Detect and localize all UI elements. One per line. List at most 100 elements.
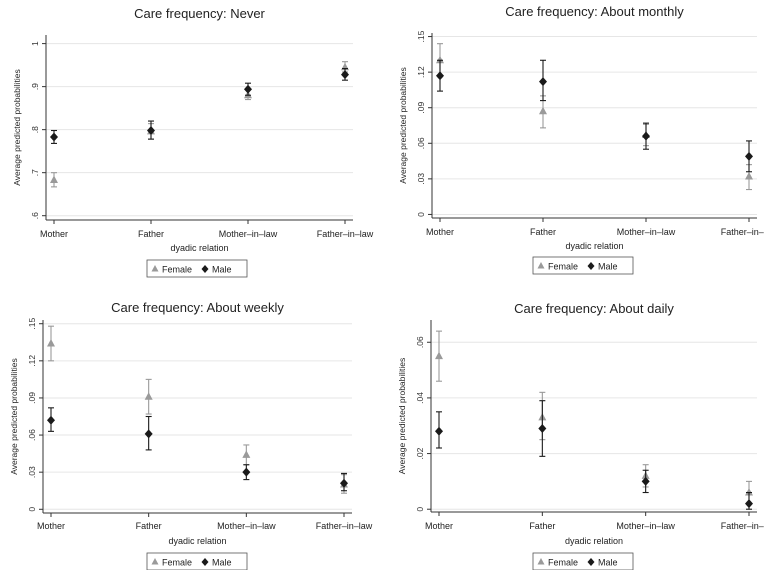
legend: Female Male <box>146 552 248 570</box>
chart-panel: Care frequency: Never .6 .7 .8 .9 1 Mother Fath… <box>12 6 374 278</box>
legend: Female Male <box>532 552 634 570</box>
x-tick-label: Mother–in–law <box>617 227 676 237</box>
female-point <box>144 392 153 400</box>
y-tick-label: .15 <box>416 30 426 42</box>
female-point <box>50 175 58 183</box>
legend-label: Male <box>598 262 618 272</box>
legend-triangle-icon <box>537 558 545 565</box>
y-tick-label: .06 <box>416 137 426 149</box>
legend-triangle-icon <box>151 558 159 565</box>
legend: Female Male <box>532 256 634 275</box>
x-axis-label: dyadic relation <box>170 243 228 253</box>
x-tick-label: Father–in–law <box>316 521 373 531</box>
x-tick-label: Father–in–law <box>317 229 374 239</box>
legend: Female Male <box>146 259 248 278</box>
female-point <box>47 339 55 347</box>
female-point <box>242 450 251 458</box>
y-tick-label: .6 <box>30 212 40 219</box>
x-tick-label: Mother–in–law <box>219 229 278 239</box>
chart-panel: Care frequency: About weekly 0 .03 .06 .09 .1… <box>9 300 373 570</box>
y-tick-label: .8 <box>30 126 40 133</box>
male-point <box>242 467 251 477</box>
x-tick-label: Mother–in–law <box>616 521 675 531</box>
legend-label: Female <box>548 558 578 568</box>
x-axis-label: dyadic relation <box>565 241 623 251</box>
legend-label: Female <box>162 558 192 568</box>
legend-box <box>146 259 248 278</box>
y-tick-label: .06 <box>27 429 37 441</box>
y-tick-label: .02 <box>415 447 425 459</box>
y-axis-label: Average predicted probabilities <box>12 69 22 186</box>
legend-diamond-icon <box>587 262 595 270</box>
legend-triangle-icon <box>151 265 159 272</box>
legend-triangle-icon <box>537 262 545 269</box>
y-tick-label: .03 <box>27 466 37 478</box>
y-tick-label: .12 <box>27 355 37 367</box>
x-axis-label: dyadic relation <box>565 536 623 546</box>
female-point <box>436 55 444 64</box>
x-tick-label: Father <box>530 227 556 237</box>
legend-box <box>146 552 248 570</box>
chart-panel: Care frequency: About daily 0 .02 .04 .06 Mot… <box>397 301 764 570</box>
male-point <box>641 476 650 486</box>
y-tick-label: .7 <box>30 169 40 176</box>
male-point <box>341 70 349 80</box>
female-point <box>745 171 753 180</box>
legend-diamond-icon <box>201 265 209 273</box>
legend-label: Male <box>598 558 618 568</box>
chart-title: Care frequency: About monthly <box>505 4 684 19</box>
y-tick-label: .04 <box>415 392 425 404</box>
y-tick-label: .12 <box>416 66 426 78</box>
y-tick-label: .03 <box>416 173 426 185</box>
legend-label: Female <box>548 262 578 272</box>
male-point <box>435 426 443 436</box>
legend-label: Male <box>212 558 232 568</box>
y-tick-label: 0 <box>415 507 425 512</box>
x-tick-label: Mother <box>425 521 453 531</box>
legend-label: Female <box>162 265 192 275</box>
y-tick-label: 0 <box>27 507 37 512</box>
legend-label: Male <box>212 265 232 275</box>
chart-title: Care frequency: About weekly <box>111 300 284 315</box>
x-tick-label: Father <box>138 229 164 239</box>
male-point <box>745 151 753 161</box>
male-point <box>745 499 753 509</box>
y-axis-label: Average predicted probabilities <box>397 358 407 475</box>
x-tick-label: Mother–in–law <box>217 521 276 531</box>
x-tick-label: Father <box>529 521 555 531</box>
x-tick-label: Mother <box>37 521 65 531</box>
y-tick-label: 0 <box>416 212 426 217</box>
chart-panel: Care frequency: About monthly 0 .03 .06 .09.… <box>398 4 764 275</box>
male-point <box>538 424 547 434</box>
y-axis-label: Average predicted probabilities <box>398 67 408 184</box>
y-tick-label: .9 <box>30 83 40 90</box>
x-tick-label: Father–in–law <box>721 521 764 531</box>
y-tick-label: .06 <box>415 336 425 348</box>
legend-box <box>532 256 634 275</box>
male-point <box>642 131 650 141</box>
x-tick-label: Mother <box>40 229 68 239</box>
male-point <box>47 415 55 425</box>
chart-title: Care frequency: Never <box>134 6 265 21</box>
male-point <box>340 478 348 488</box>
x-tick-label: Mother <box>426 227 454 237</box>
legend-diamond-icon <box>587 558 595 566</box>
male-point <box>436 71 444 81</box>
female-point <box>435 351 443 360</box>
legend-box <box>532 552 634 570</box>
x-tick-label: Father <box>136 521 162 531</box>
male-point <box>539 77 547 87</box>
y-tick-label: 1 <box>30 41 40 46</box>
chart-title: Care frequency: About daily <box>514 301 674 316</box>
x-tick-label: Father–in–law <box>721 227 764 237</box>
male-point <box>147 126 155 136</box>
legend-diamond-icon <box>201 558 209 566</box>
y-tick-label: .09 <box>27 392 37 404</box>
y-tick-label: .09 <box>416 102 426 114</box>
male-point <box>144 429 153 439</box>
y-axis-label: Average predicted probabilities <box>9 358 19 475</box>
male-point <box>244 84 252 94</box>
x-axis-label: dyadic relation <box>168 536 226 546</box>
y-tick-label: .15 <box>27 318 37 330</box>
